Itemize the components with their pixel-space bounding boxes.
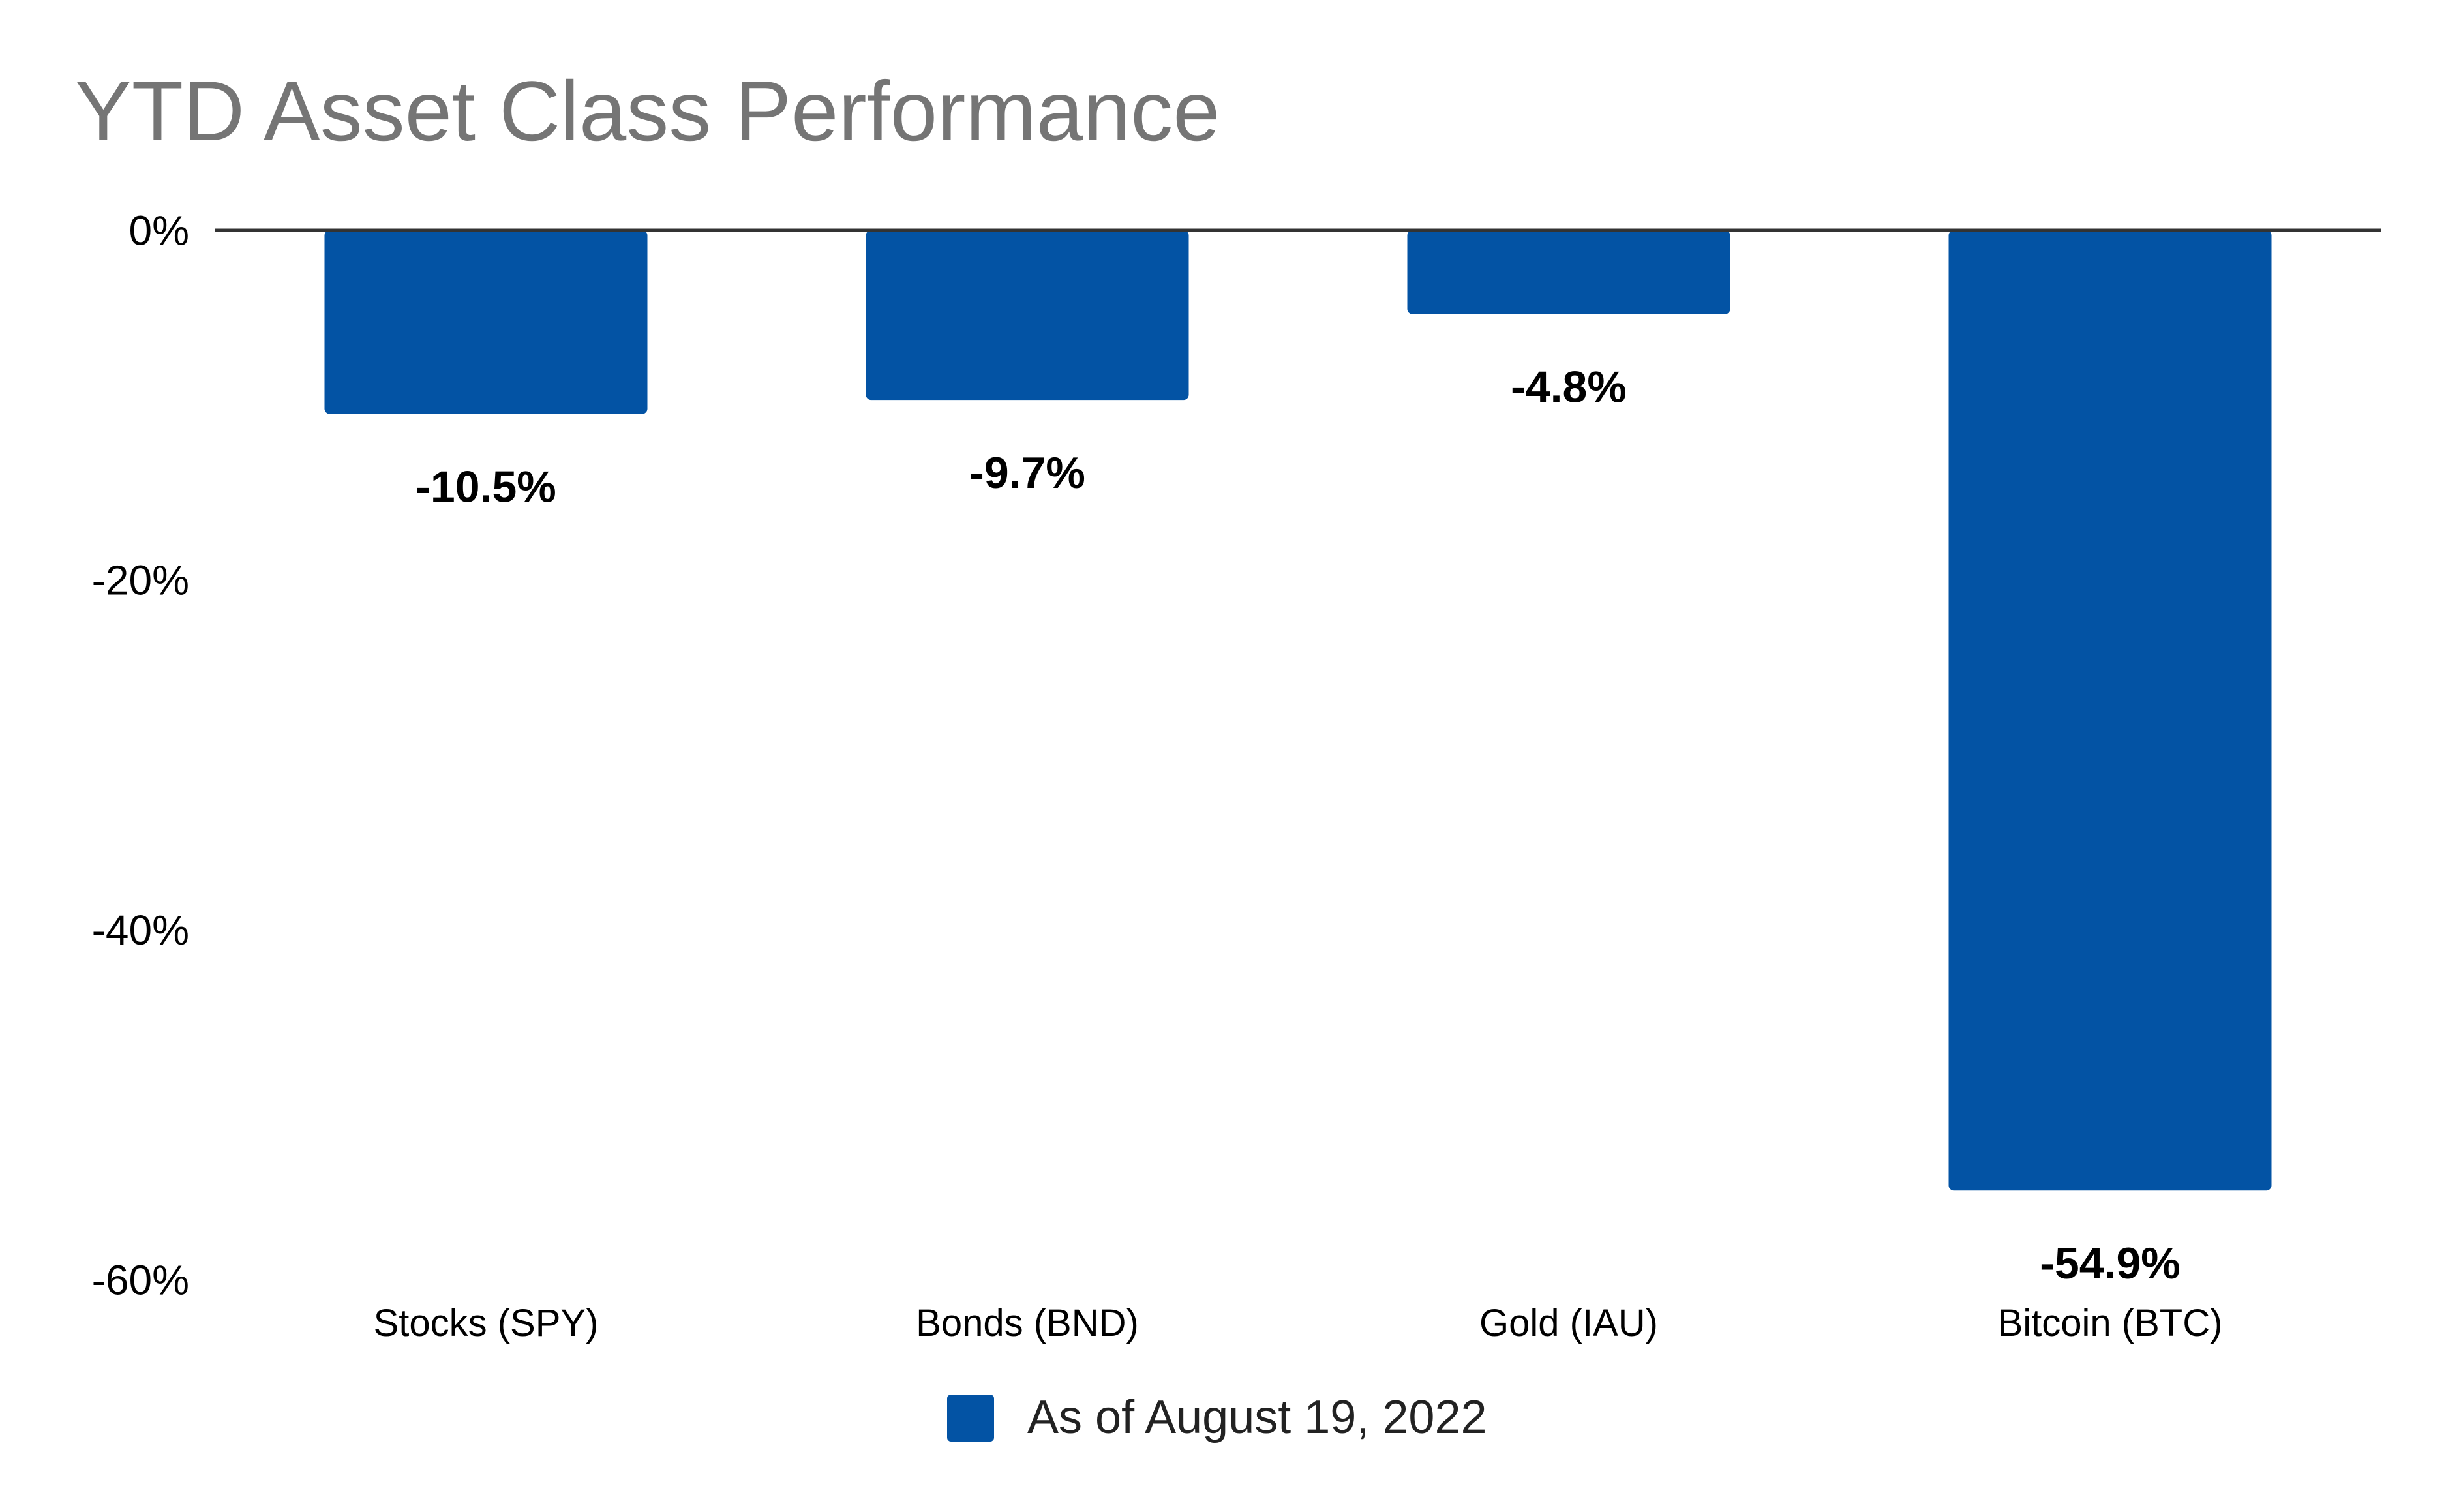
bars <box>324 230 2272 1191</box>
x-tick-label: Gold (IAU) <box>1479 1302 1658 1344</box>
data-labels: -10.5% -9.7% -4.8% -54.9% <box>415 363 2180 1289</box>
data-label: -54.9% <box>2040 1239 2180 1288</box>
x-tick-label: Stocks (SPY) <box>374 1302 599 1344</box>
data-label: -4.8% <box>1511 363 1627 412</box>
y-tick-label: 0% <box>129 207 190 254</box>
bar <box>1407 230 1730 314</box>
bar <box>1948 230 2272 1191</box>
y-tick-label: -60% <box>92 1256 189 1303</box>
chart-title: YTD Asset Class Performance <box>75 63 1220 159</box>
y-tick-label: -20% <box>92 557 189 604</box>
x-axis-labels: Stocks (SPY) Bonds (BND) Gold (IAU) Bitcoin… <box>374 1302 2223 1344</box>
legend-label: As of August 19, 2022 <box>1027 1391 1487 1444</box>
y-axis-labels: 0% -20% -40% -60% <box>92 207 189 1303</box>
bar <box>866 230 1189 401</box>
x-tick-label: Bitcoin (BTC) <box>1998 1302 2223 1344</box>
y-tick-label: -40% <box>92 907 189 954</box>
data-label: -9.7% <box>969 448 1085 498</box>
bar <box>324 230 648 414</box>
legend: As of August 19, 2022 <box>947 1391 1487 1444</box>
data-label: -10.5% <box>415 462 556 512</box>
x-tick-label: Bonds (BND) <box>916 1302 1139 1344</box>
legend-swatch <box>947 1395 994 1442</box>
